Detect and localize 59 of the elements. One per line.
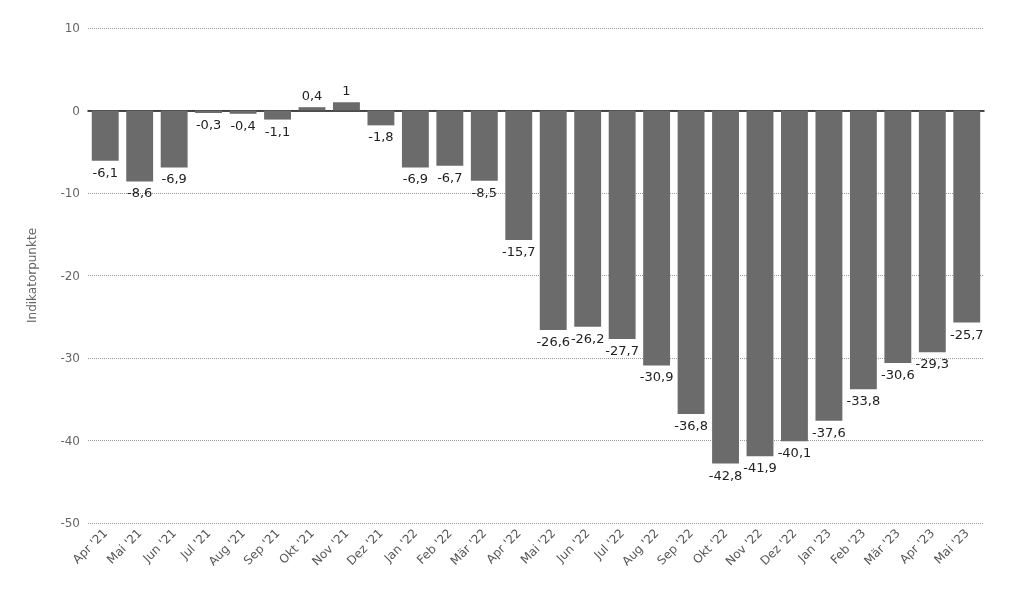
bar xyxy=(333,102,360,111)
data-label: -6,9 xyxy=(161,171,187,187)
data-label: -6,9 xyxy=(402,171,429,187)
data-label: -26,6 xyxy=(536,333,571,349)
bar xyxy=(470,110,498,181)
data-label: -30,9 xyxy=(639,369,674,385)
y-tick-label: -50 xyxy=(60,516,80,530)
data-label: -1,8 xyxy=(368,129,394,145)
data-label: -33,8 xyxy=(846,393,881,409)
data-label: -0,3 xyxy=(195,116,222,132)
bar xyxy=(746,110,774,457)
bar xyxy=(608,110,636,340)
bar xyxy=(229,110,257,114)
bar xyxy=(298,107,326,111)
bar xyxy=(574,110,602,327)
data-label: -41,9 xyxy=(743,460,777,476)
data-label: -26,2 xyxy=(570,330,605,346)
bar xyxy=(539,110,567,330)
bar xyxy=(401,110,429,168)
bar xyxy=(712,110,739,464)
data-label: -6,7 xyxy=(437,169,463,185)
data-label: -6,1 xyxy=(92,164,118,180)
data-label: -42,8 xyxy=(708,467,743,483)
bar xyxy=(367,110,395,126)
data-label: -0,4 xyxy=(230,117,256,133)
bar xyxy=(677,110,705,415)
data-label: -8,6 xyxy=(127,185,153,201)
bar xyxy=(505,110,533,241)
data-label: -27,7 xyxy=(605,343,639,359)
bar xyxy=(884,110,912,363)
data-label: -15,7 xyxy=(501,244,536,260)
data-label: -40,1 xyxy=(777,445,812,461)
data-label: 0,4 xyxy=(301,88,323,104)
bar xyxy=(918,110,946,353)
data-label: -36,8 xyxy=(674,418,708,434)
data-label: -1,1 xyxy=(264,123,291,139)
data-label: 1 xyxy=(342,83,351,99)
data-label: -8,5 xyxy=(471,184,497,200)
y-tick-label: -40 xyxy=(60,433,80,448)
data-label: -37,6 xyxy=(812,424,846,440)
y-axis-title: Indikatorpunkte xyxy=(25,227,39,324)
bar xyxy=(815,110,843,421)
bar xyxy=(849,110,877,390)
bar xyxy=(126,110,154,182)
y-tick-label: 0 xyxy=(72,103,80,118)
bar xyxy=(160,110,188,168)
y-tick-label: 10 xyxy=(64,21,80,35)
data-label: -30,6 xyxy=(881,366,915,382)
bar xyxy=(264,110,291,120)
y-tick-label: -30 xyxy=(60,351,80,365)
bar xyxy=(436,110,464,166)
bar xyxy=(91,110,119,161)
bar xyxy=(643,110,671,366)
y-tick-label: -20 xyxy=(60,268,80,283)
y-tick-label: -10 xyxy=(60,186,80,200)
data-label: -25,7 xyxy=(949,326,984,342)
data-label: -29,3 xyxy=(915,356,950,372)
bar xyxy=(953,110,981,323)
bar xyxy=(781,110,808,442)
